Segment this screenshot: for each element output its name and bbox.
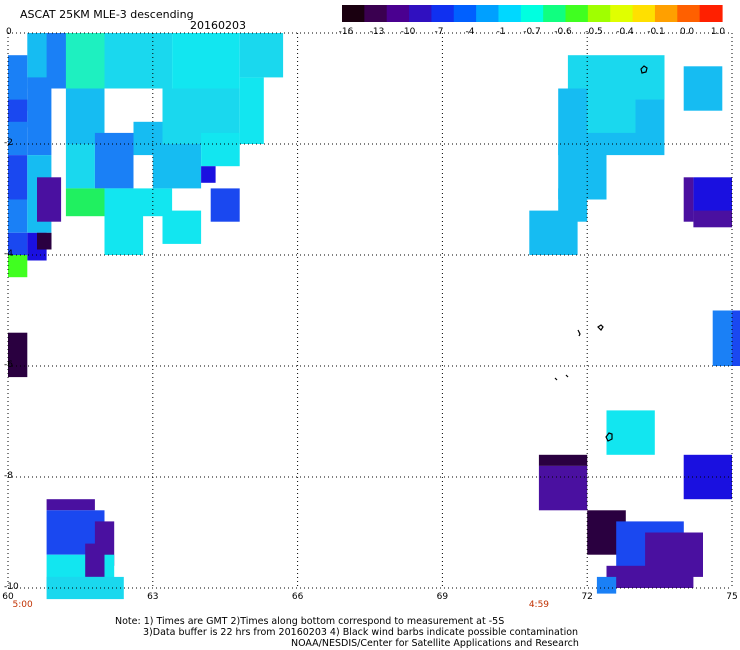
wind-cell — [46, 576, 124, 600]
wind-cell — [8, 121, 28, 156]
wind-cell — [210, 188, 240, 222]
lat-label: -6 — [4, 360, 13, 370]
wind-cell — [201, 132, 240, 167]
wind-cell — [8, 99, 28, 128]
colorbar-label: -13 — [369, 27, 385, 37]
colorbar-swatch — [699, 5, 723, 22]
wind-cell — [538, 454, 588, 466]
wind-cell — [172, 33, 240, 89]
island-outline — [565, 374, 569, 378]
colorbar-label: -16 — [338, 27, 354, 37]
colorbar-swatch — [632, 5, 656, 22]
colorbar-label: -7 — [434, 27, 444, 37]
map-date: 20160203 — [190, 19, 246, 32]
lat-label: -8 — [4, 471, 13, 481]
colorbar-swatch — [565, 5, 589, 22]
colorbar-label: -0.7 — [523, 27, 541, 37]
colorbar-label: -0.1 — [647, 27, 665, 37]
colorbar-label: 0.0 — [679, 27, 695, 37]
wind-cell — [683, 454, 732, 500]
colorbar-swatch — [677, 5, 701, 22]
wind-cell — [8, 155, 28, 200]
wind-cell — [27, 77, 52, 156]
colorbar-swatch — [498, 5, 522, 22]
wind-cell — [683, 66, 723, 111]
wind-cell — [8, 232, 28, 255]
colorbar-label: 1.0 — [710, 27, 726, 37]
wind-cell — [8, 55, 28, 111]
wind-cell — [37, 232, 52, 250]
time-label: 4:59 — [528, 600, 550, 610]
wind-cell — [46, 499, 95, 511]
wind-cell — [635, 55, 665, 100]
colorbar-swatch — [409, 5, 433, 22]
colorbar-label: -10 — [400, 27, 416, 37]
notes: Note: 1) Times are GMT 2)Times along bot… — [115, 616, 579, 649]
lon-label: 66 — [291, 592, 304, 602]
wind-cell — [538, 465, 588, 511]
note-line-3: NOAA/NESDIS/Center for Satellite Applica… — [291, 638, 579, 649]
wind-cell — [529, 210, 578, 255]
wind-cell — [693, 210, 732, 228]
wind-cell — [239, 33, 284, 78]
colorbar-swatch — [476, 5, 500, 22]
wind-cell — [8, 255, 28, 278]
colorbar-swatch — [431, 5, 455, 22]
colorbar-swatch — [654, 5, 678, 22]
wind-cell — [606, 565, 694, 588]
colorbar-swatch — [386, 5, 410, 22]
lat-label: 0 — [6, 27, 12, 37]
wind-cell — [683, 177, 694, 222]
lat-label: -10 — [4, 582, 19, 592]
wind-cell — [104, 210, 144, 255]
colorbar-swatch — [364, 5, 388, 22]
colorbar-label: -0.4 — [616, 27, 634, 37]
lon-label: 60 — [2, 592, 14, 602]
note-line-1: Note: 1) Times are GMT 2)Times along bot… — [115, 616, 505, 627]
wind-cell — [201, 166, 216, 183]
wind-cell — [587, 88, 636, 133]
island-outline — [605, 432, 613, 442]
map-title: ASCAT 25KM MLE-3 descending — [20, 8, 194, 21]
wind-cell — [596, 576, 617, 594]
wind-cell — [152, 144, 202, 189]
colorbar-swatch — [587, 5, 611, 22]
wind-cell — [65, 188, 105, 217]
note-line-2: 3)Data buffer is 22 hrs from 20160203 4)… — [143, 627, 579, 638]
colorbar-swatch — [520, 5, 544, 22]
lon-label: 63 — [147, 592, 159, 602]
island-outline — [577, 329, 581, 337]
lon-label: 75 — [726, 592, 738, 602]
wind-cell — [239, 77, 264, 144]
lat-label: -2 — [4, 138, 13, 148]
wind-cell — [606, 410, 655, 455]
colorbar-label: -0.6 — [554, 27, 572, 37]
wind-cell — [162, 210, 202, 244]
wind-cell — [85, 543, 105, 577]
colorbar-swatch — [610, 5, 634, 22]
wind-cell — [94, 132, 134, 189]
colorbar-label: -1 — [496, 27, 506, 37]
island-outline — [640, 65, 648, 74]
lat-label: -4 — [4, 249, 13, 259]
lon-label: 69 — [436, 592, 449, 602]
grid-lines — [7, 32, 733, 589]
colorbar — [342, 5, 723, 22]
colorbar-swatch — [342, 5, 365, 22]
colorbar-swatch — [543, 5, 567, 22]
colorbar-swatch — [453, 5, 477, 22]
colorbar-label: -0.5 — [585, 27, 603, 37]
island-outline — [554, 377, 558, 381]
wind-cell — [8, 332, 28, 378]
wind-cell — [65, 144, 95, 189]
wind-cell — [712, 310, 732, 366]
wind-cell — [8, 199, 28, 233]
lon-label: 72 — [581, 592, 593, 602]
wind-cell — [104, 33, 173, 89]
island-outline — [597, 324, 604, 331]
wind-cell — [37, 177, 62, 222]
colorbar-label: -4 — [465, 27, 475, 37]
time-label: 5:00 — [12, 600, 33, 610]
